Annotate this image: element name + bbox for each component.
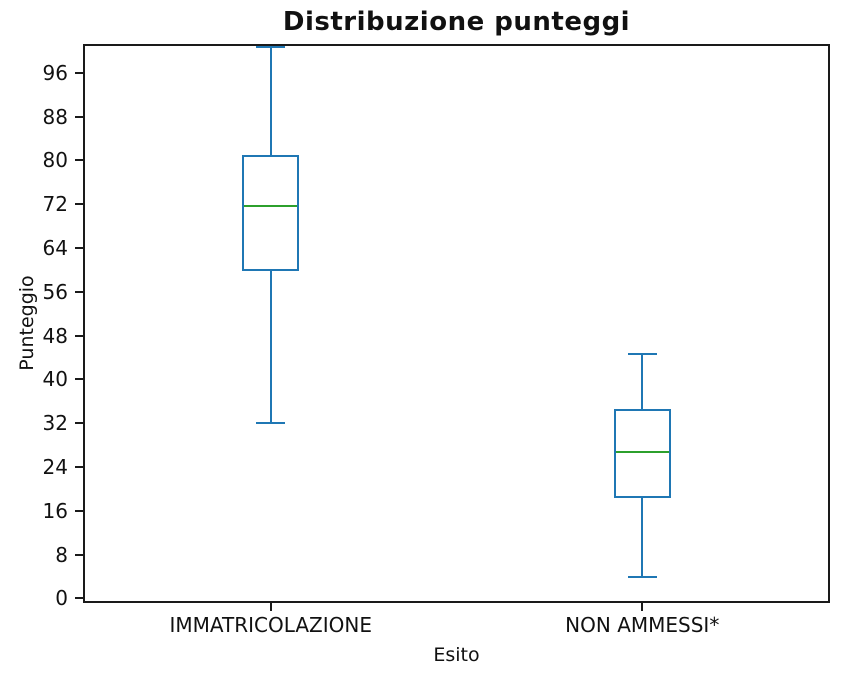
y-tick-mark bbox=[75, 422, 83, 425]
y-tick-mark bbox=[75, 509, 83, 512]
whisker-cap-lower bbox=[256, 422, 286, 425]
y-tick-mark bbox=[75, 159, 83, 162]
plot-area: 0 8 16 24 32 40 48 56 64 72 80 88 96 IMMATRICOLAZIONE… bbox=[43, 44, 830, 637]
y-tick-label: 80 bbox=[42, 148, 68, 173]
whisker-upper bbox=[269, 47, 272, 155]
median-line bbox=[244, 205, 298, 208]
y-tick-label: 24 bbox=[42, 455, 68, 480]
y-tick-label: 40 bbox=[42, 367, 68, 392]
y-tick-label: 72 bbox=[42, 192, 68, 217]
y-tick-mark bbox=[75, 290, 83, 293]
x-tick-label: IMMATRICOLAZIONE bbox=[169, 613, 372, 637]
whisker-cap-upper bbox=[627, 352, 657, 355]
y-tick-label: 0 bbox=[55, 586, 68, 611]
x-tick-label: NON AMMESSI* bbox=[565, 613, 720, 637]
y-tick-mark bbox=[75, 203, 83, 206]
y-tick-mark bbox=[75, 553, 83, 556]
whisker-lower bbox=[641, 497, 644, 577]
x-tick-mark bbox=[269, 603, 272, 611]
y-tick-label: 64 bbox=[42, 236, 68, 261]
y-tick-mark bbox=[75, 115, 83, 118]
y-tick-mark bbox=[75, 334, 83, 337]
median-line bbox=[615, 450, 669, 453]
y-tick-label: 48 bbox=[42, 323, 68, 348]
y-tick-label: 32 bbox=[42, 411, 68, 436]
y-tick-label: 8 bbox=[55, 542, 68, 567]
box-non-ammessi- bbox=[613, 409, 671, 498]
whisker-upper bbox=[641, 353, 644, 410]
whisker-lower bbox=[269, 271, 272, 424]
y-tick-mark bbox=[75, 597, 83, 600]
y-tick-label: 96 bbox=[42, 60, 68, 85]
chart-title: Distribuzione punteggi bbox=[282, 7, 631, 37]
y-tick-label: 16 bbox=[42, 498, 68, 523]
whisker-cap-lower bbox=[627, 575, 657, 578]
y-tick-mark bbox=[75, 71, 83, 74]
y-tick-mark bbox=[75, 378, 83, 381]
y-tick-mark bbox=[75, 247, 83, 250]
box-immatricolazione bbox=[242, 154, 300, 272]
x-axis-label: Esito bbox=[433, 644, 480, 666]
whisker-cap-upper bbox=[256, 46, 286, 49]
y-tick-label: 56 bbox=[42, 279, 68, 304]
y-tick-mark bbox=[75, 466, 83, 469]
y-tick-label: 88 bbox=[42, 104, 68, 129]
x-tick-mark bbox=[641, 603, 644, 611]
